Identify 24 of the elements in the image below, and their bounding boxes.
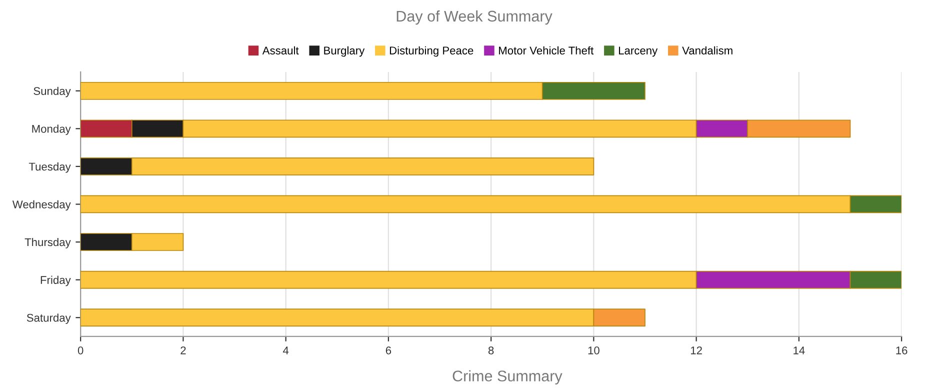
y-tick-label: Thursday [24, 238, 71, 248]
legend-label: Disturbing Peace [390, 46, 474, 57]
x-tick-label: 2 [180, 346, 186, 354]
y-tick-label: Monday [32, 124, 71, 135]
y-tick-label: Tuesday [28, 162, 71, 173]
x-tick-label: 0 [78, 346, 84, 354]
x-tick-label: 6 [386, 346, 392, 354]
chart-title: Day of Week Summary [396, 10, 552, 25]
y-tick-label: Saturday [26, 314, 71, 324]
x-axis-title: Crime Summary [452, 370, 562, 384]
y-tick-label: Sunday [34, 86, 71, 98]
x-tick-label: 4 [282, 346, 289, 354]
x-tick-label: 8 [488, 346, 494, 354]
x-tick-label: 10 [588, 346, 600, 354]
y-tick-label: Friday [40, 276, 71, 286]
x-tick-label: 12 [690, 346, 702, 354]
legend-label: Vandalism [682, 46, 732, 54]
y-tick-label: Wednesday [12, 200, 71, 211]
legend-label: Burglary [324, 46, 365, 57]
x-tick-label: 16 [896, 346, 908, 354]
legend-label: Larceny [618, 46, 658, 57]
legend-label: Assault [262, 46, 299, 54]
x-tick-label: 14 [794, 346, 805, 354]
legend-label: Motor Vehicle Theft [499, 46, 594, 54]
